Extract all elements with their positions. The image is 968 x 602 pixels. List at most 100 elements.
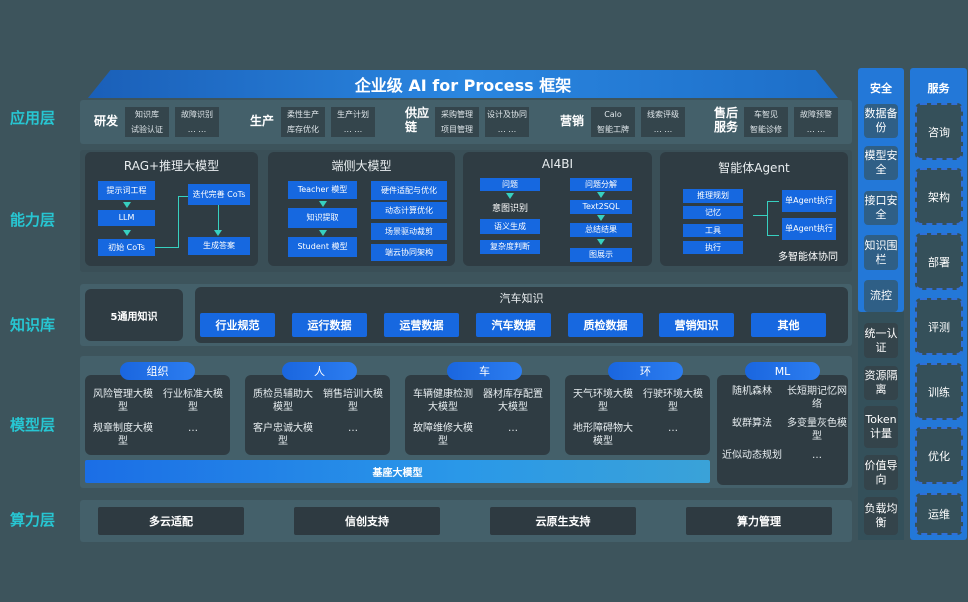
model-item: 车辆健康检测大模型 xyxy=(413,389,473,413)
security-item: 资源隔离 xyxy=(864,366,898,400)
app-item: 车智见 xyxy=(744,107,788,122)
security-item: Token计量 xyxy=(864,406,898,448)
model-item: 长短期记忆网络 xyxy=(787,386,847,410)
layer-label-capability: 能力层 xyxy=(10,211,56,229)
knowledge-item: 运行数据 xyxy=(292,313,367,337)
model-group-panel xyxy=(245,375,390,455)
app-category: 研发 xyxy=(94,114,119,128)
knowledge-item: 质检数据 xyxy=(568,313,643,337)
service-item: 咨询 xyxy=(915,103,963,160)
security-title: 安全 xyxy=(870,82,892,95)
connector-line xyxy=(753,215,767,216)
connector-line xyxy=(178,196,188,197)
box-agent-item: 工具 xyxy=(683,224,743,237)
model-group-pill: 人 xyxy=(282,362,357,380)
model-group-panel xyxy=(717,375,848,485)
box-single-agent: 单Agent执行 xyxy=(782,190,836,212)
layer-label-app: 应用层 xyxy=(10,109,56,127)
app-category: 营销 xyxy=(560,114,585,128)
arrow-down-icon xyxy=(506,193,514,199)
model-item: 质检员辅助大模型 xyxy=(253,389,313,413)
service-title: 服务 xyxy=(927,82,950,95)
model-item: 故障维修大模型 xyxy=(413,423,473,447)
model-group-pill: 车 xyxy=(447,362,522,380)
app-item: Calo xyxy=(591,107,635,122)
connector-line xyxy=(178,196,179,248)
compute-item: 算力管理 xyxy=(686,507,832,535)
arrow-down-icon xyxy=(319,201,327,207)
box-agent-item: 记忆 xyxy=(683,206,743,219)
compute-item: 多云适配 xyxy=(98,507,244,535)
app-item: 故障识别 xyxy=(175,107,219,122)
app-item: 设计及协同 xyxy=(485,107,529,122)
base-model-bar: 基座大模型 xyxy=(85,460,710,483)
box-complexity: 复杂度判断 xyxy=(480,240,540,254)
arrow-down-icon xyxy=(319,230,327,236)
model-item: 行业标准大模型 xyxy=(163,389,223,413)
security-item: 接口安全 xyxy=(864,191,898,225)
box-edge-item: 硬件适配与优化 xyxy=(371,181,447,200)
box-single-agent: 单Agent执行 xyxy=(782,218,836,240)
app-item: 智能诊修 xyxy=(744,122,788,137)
knowledge-item: 运营数据 xyxy=(384,313,459,337)
model-item: 地形障碍物大模型 xyxy=(573,423,633,447)
connector-line xyxy=(767,235,779,236)
connector-line xyxy=(155,247,178,248)
box-question: 问题 xyxy=(480,178,540,191)
framework-title: 企业级 AI for Process 框架 xyxy=(88,70,838,98)
app-item: 智能工牌 xyxy=(591,122,635,137)
app-item: 线索评级 xyxy=(641,107,685,122)
model-item: 风险管理大模型 xyxy=(93,389,153,413)
connector-line xyxy=(218,205,219,233)
panel-title: 智能体Agent xyxy=(718,161,790,175)
box-extract: 知识提取 xyxy=(288,208,357,228)
model-group-panel xyxy=(565,375,710,455)
layer-label-compute: 算力层 xyxy=(10,511,56,529)
knowledge-item: 其他 xyxy=(751,313,826,337)
service-item: 运维 xyxy=(915,493,963,535)
box-llm: LLM xyxy=(98,210,155,226)
model-item: 天气环境大模型 xyxy=(573,389,633,413)
model-group-panel xyxy=(405,375,550,455)
security-item: 流控 xyxy=(864,280,898,312)
model-item: … xyxy=(348,423,358,434)
model-group-panel xyxy=(85,375,230,455)
compute-item: 云原生支持 xyxy=(490,507,636,535)
compute-item: 信创支持 xyxy=(294,507,440,535)
panel-rag: RAG+推理大模型 提示词工程 LLM 初始 CoTs 迭代完善 CoTs 生成… xyxy=(85,152,258,266)
knowledge-item: 汽车数据 xyxy=(476,313,551,337)
app-item: 采购管理 xyxy=(435,107,479,122)
layer-label-knowledge: 知识库 xyxy=(10,316,56,334)
service-item: 评测 xyxy=(915,298,963,355)
app-item: … … xyxy=(641,122,685,137)
model-item: 销售培训大模型 xyxy=(323,389,383,413)
arrow-down-icon xyxy=(597,239,605,245)
model-group-pill: 环 xyxy=(608,362,683,380)
box-chart-display: 图展示 xyxy=(570,248,632,262)
layer-label-model: 模型层 xyxy=(10,416,56,434)
knowledge-item: 营销知识 xyxy=(659,313,734,337)
model-item: 规章制度大模型 xyxy=(93,423,153,447)
box-agent-item: 执行 xyxy=(683,241,743,254)
arrow-down-icon xyxy=(123,202,131,208)
box-agent-item: 推理规划 xyxy=(683,189,743,203)
box-prompt: 提示词工程 xyxy=(98,181,155,200)
app-item: … … xyxy=(485,122,529,137)
box-edge-item: 端云协同架构 xyxy=(371,244,447,261)
box-edge-item: 动态计算优化 xyxy=(371,202,447,219)
app-item: 项目管理 xyxy=(435,122,479,137)
auto-knowledge-title: 汽车知识 xyxy=(499,292,544,305)
security-item: 模型安全 xyxy=(864,146,898,180)
model-item: … xyxy=(508,423,518,434)
arrow-down-icon xyxy=(123,230,131,236)
arrow-down-icon xyxy=(597,215,605,221)
app-item: 知识库 xyxy=(125,107,169,122)
security-item: 负载均衡 xyxy=(864,497,898,535)
security-item: 价值导向 xyxy=(864,455,898,490)
service-item: 架构 xyxy=(915,168,963,225)
knowledge-item: 行业规范 xyxy=(200,313,275,337)
text-multi-agent: 多智能体协同 xyxy=(778,252,838,263)
model-item: … xyxy=(668,423,678,434)
box-init-cots: 初始 CoTs xyxy=(98,239,155,256)
security-item: 数据备份 xyxy=(864,104,898,138)
